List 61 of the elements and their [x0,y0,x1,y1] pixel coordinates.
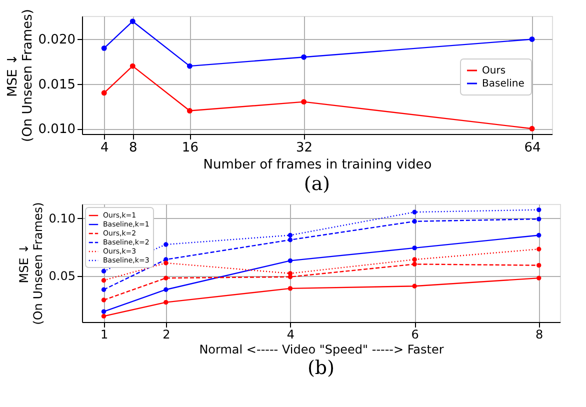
point [164,242,168,247]
point [101,287,106,292]
point [101,45,107,51]
y-tick-label: 0.10 [48,211,76,226]
point [412,219,417,224]
x-tick-label: 4 [286,328,295,342]
point [536,276,542,280]
y-tick-label: 0.010 [38,122,76,138]
point [529,126,535,132]
point [412,246,417,250]
point [301,99,307,105]
point [536,262,542,268]
text: (b) [308,357,334,379]
x-tick-label: 32 [296,140,313,156]
point [412,284,417,288]
point [288,238,293,242]
point [412,262,417,266]
point [536,216,542,222]
point [164,276,168,280]
point [164,287,168,292]
point [186,63,192,69]
x-tick-label: 16 [182,140,198,156]
point [288,271,293,276]
point [164,260,168,266]
point [288,258,293,264]
x-tick-label: 64 [524,140,541,156]
point [536,232,542,238]
point [301,54,307,60]
y-tick-label: 0.020 [38,32,76,48]
x-axis-title: Number of frames in training video [203,158,432,172]
x-tick-label: 8 [128,140,138,156]
text: (a) [304,173,330,195]
point [130,18,136,24]
point [536,207,542,212]
point [412,210,417,214]
x-tick-label: 8 [536,328,544,342]
point [130,63,136,69]
legend-label: Ours [482,65,506,76]
point [101,90,107,96]
legend-label: Baseline [482,78,524,90]
point [288,286,293,291]
x-axis-title: Normal <----- Video "Speed" -----> Faster [199,342,444,356]
point [101,309,106,314]
y-axis-title: MSE ↓ (On Unseen Frames) [5,9,36,142]
x-tick-label: 4 [100,140,109,156]
point [186,108,192,114]
point [101,268,106,274]
x-tick-label: 1 [100,328,108,342]
y-tick-label: 0.05 [48,269,76,284]
point [101,278,106,283]
y-axis-title: MSE ↓ (On Unseen Frames) [16,202,45,325]
point [529,36,535,42]
x-tick-label: 6 [411,328,419,342]
x-tick-label: 2 [162,328,170,342]
y-tick-label: 0.015 [38,77,76,92]
point [536,246,542,252]
point [164,300,168,305]
point [101,298,106,302]
point [412,257,417,262]
point [288,232,293,238]
point [101,314,106,319]
